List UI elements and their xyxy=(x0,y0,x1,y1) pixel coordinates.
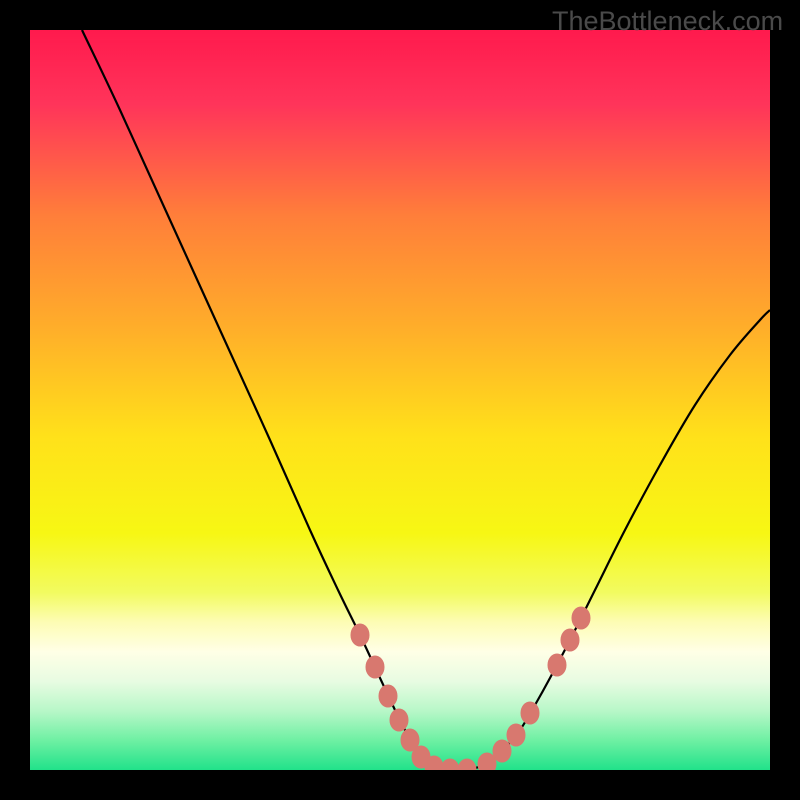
plot-area xyxy=(30,30,770,770)
marker-dot xyxy=(572,607,590,629)
marker-dot xyxy=(507,724,525,746)
chart-svg xyxy=(30,30,770,770)
marker-dot xyxy=(561,629,579,651)
marker-dot xyxy=(493,740,511,762)
marker-dot xyxy=(366,656,384,678)
marker-dot xyxy=(351,624,369,646)
curve-right xyxy=(455,310,770,770)
curve-left xyxy=(82,30,455,770)
marker-dot xyxy=(548,654,566,676)
marker-dot xyxy=(379,685,397,707)
marker-dot xyxy=(441,759,459,770)
marker-dot xyxy=(521,702,539,724)
watermark-text: TheBottleneck.com xyxy=(552,6,783,37)
marker-dot xyxy=(458,759,476,770)
marker-dot xyxy=(390,709,408,731)
